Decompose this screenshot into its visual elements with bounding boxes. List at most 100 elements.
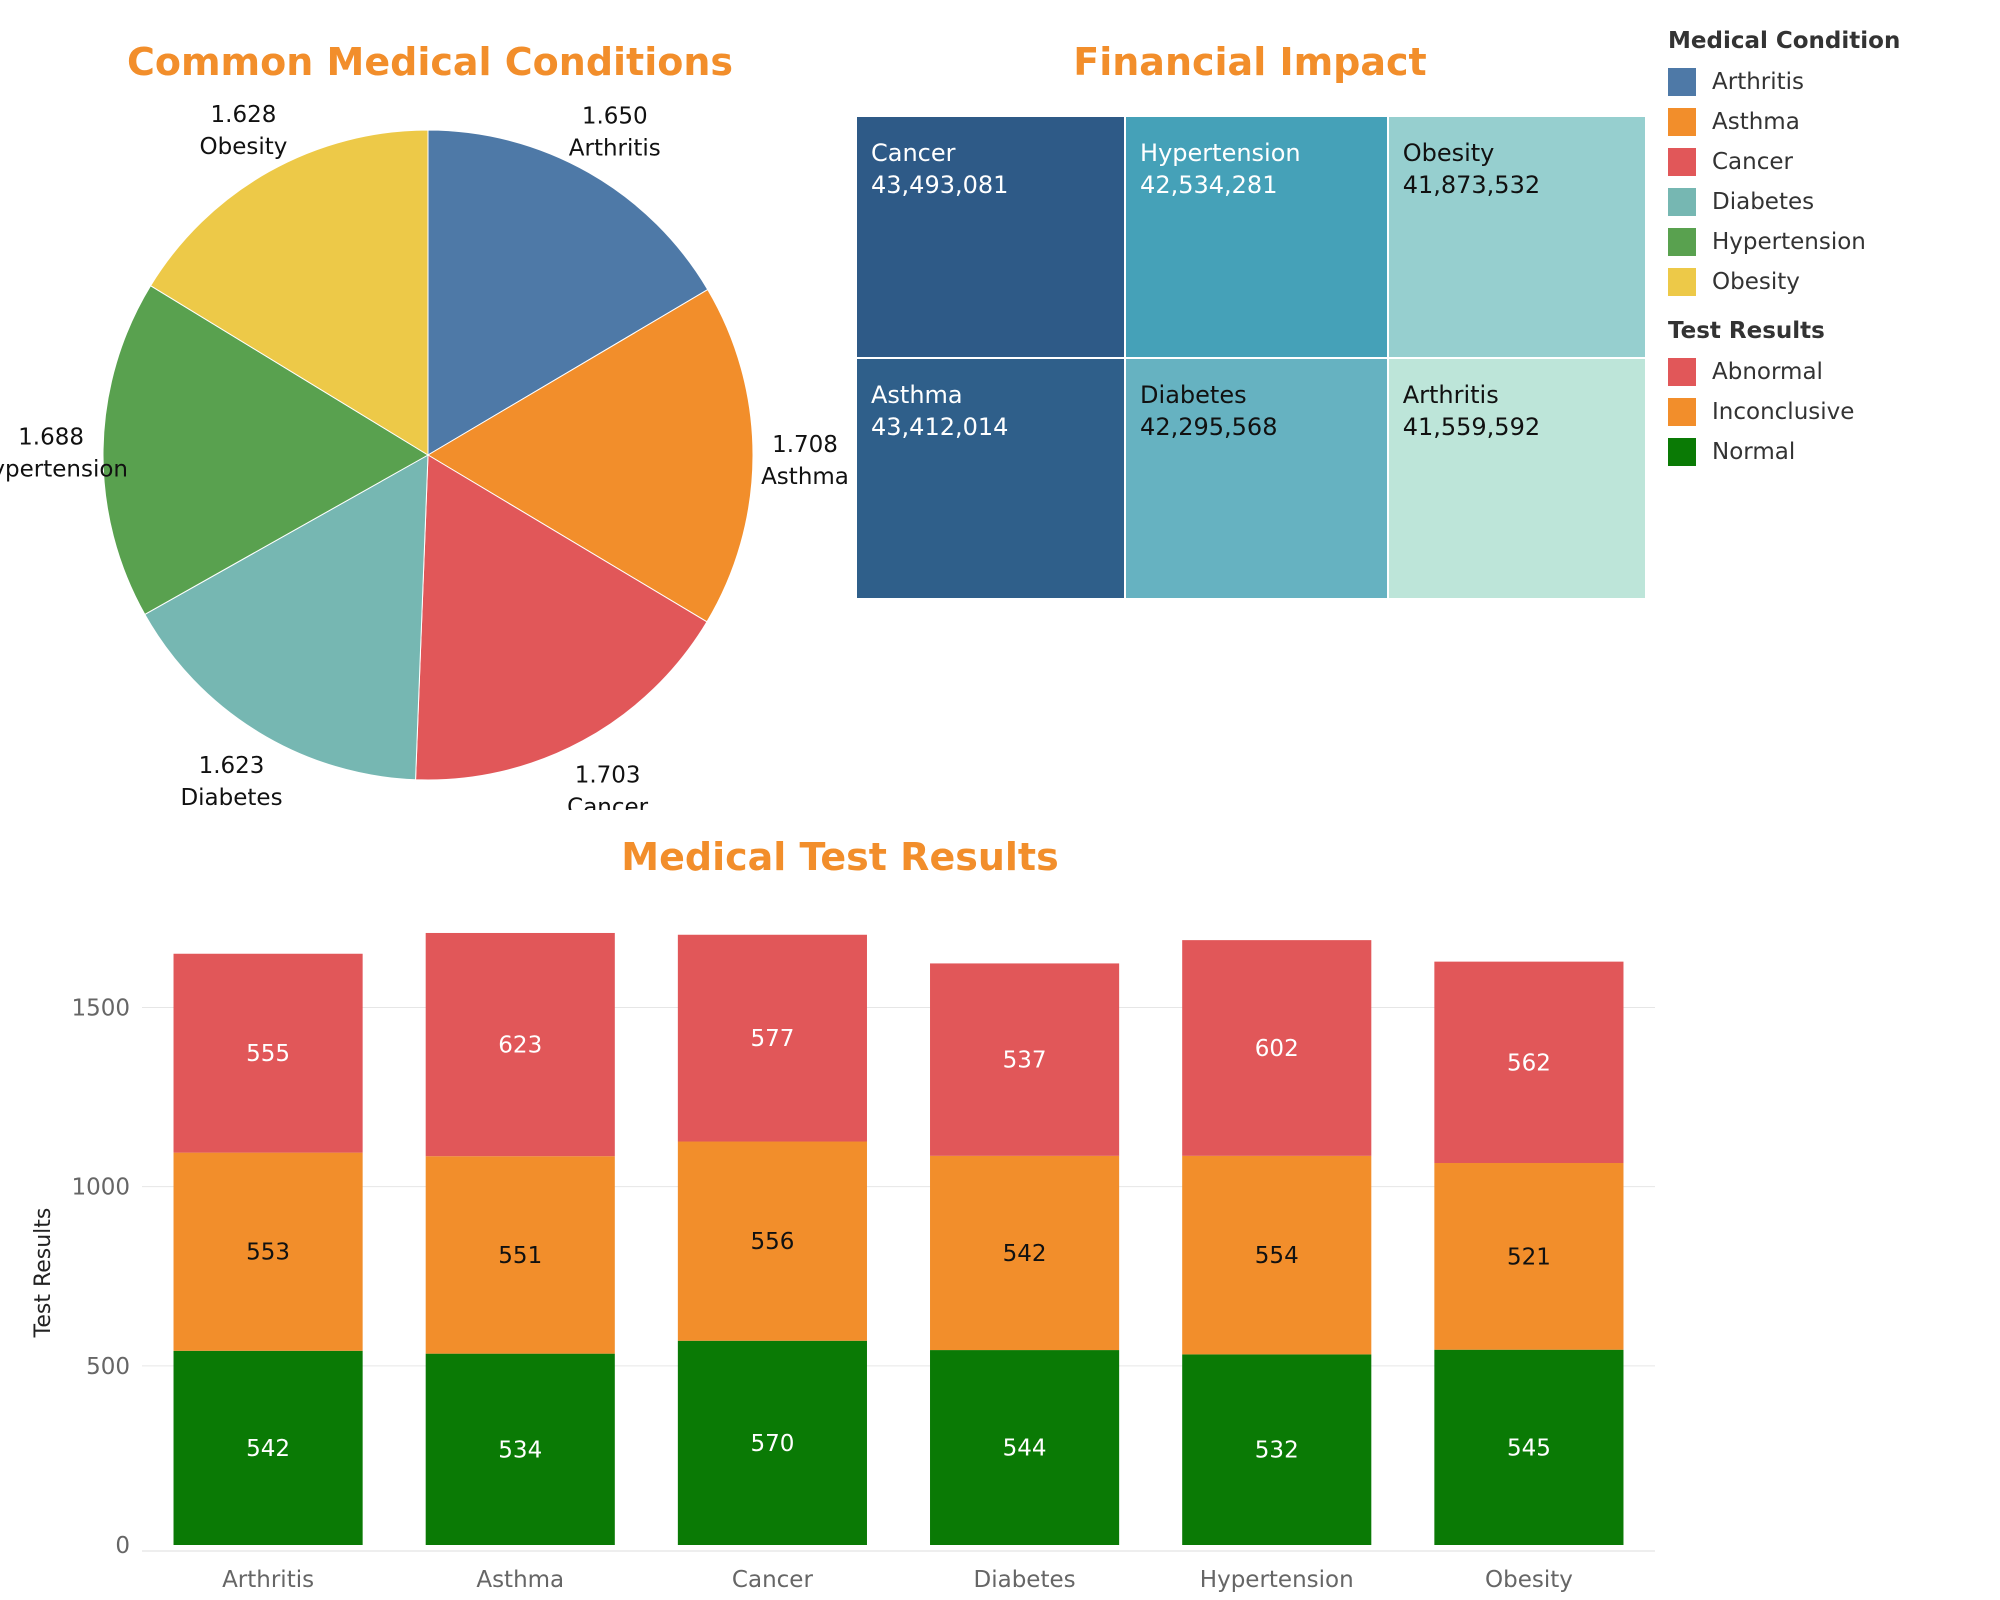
legend-title-condition: Medical Condition	[1668, 28, 1901, 54]
legend-label: Asthma	[1712, 109, 1800, 135]
legend-swatch	[1668, 188, 1696, 216]
bar-data-label: 545	[1507, 1435, 1551, 1461]
pie-slice-arthritis	[427, 129, 709, 456]
bar-data-label: 521	[1507, 1244, 1551, 1270]
x-tick-label: Hypertension	[1200, 1567, 1354, 1593]
pie-value-label: 1.688	[18, 424, 84, 450]
treemap-cell-value: 41,873,532	[1402, 171, 1541, 199]
bar-data-label: 551	[498, 1243, 542, 1269]
y-axis-label: Test Results	[31, 1208, 56, 1339]
legend-swatch	[1668, 68, 1696, 96]
pie-value-label: 1.623	[199, 753, 265, 779]
bar-segment-diabetes-normal	[930, 1350, 1120, 1545]
pie-value-label: 1.628	[211, 102, 277, 128]
bar-data-label: 544	[1003, 1436, 1047, 1462]
treemap-cell-value: 42,534,281	[1140, 171, 1278, 199]
treemap-cell-label: Asthma	[871, 380, 963, 409]
legend-label: Diabetes	[1712, 189, 1815, 215]
bar-segment-asthma-abnormal	[425, 932, 615, 1157]
legend-item-asthma[interactable]: Asthma	[1668, 102, 1988, 142]
x-tick-label: Cancer	[732, 1567, 814, 1593]
legend-item-obesity[interactable]: Obesity	[1668, 262, 1988, 302]
y-tick-label: 1500	[71, 996, 130, 1022]
bar-data-label: 542	[1003, 1241, 1047, 1267]
treemap-cell-value: 43,412,014	[871, 412, 1009, 441]
treemap-cell-label: Cancer	[871, 139, 956, 167]
pie-slice-asthma	[427, 288, 754, 623]
legend-label: Cancer	[1712, 149, 1793, 175]
treemap-cell-label: Diabetes	[1140, 381, 1247, 410]
bar-segment-arthritis-abnormal	[173, 953, 363, 1153]
pie-slice-obesity	[149, 129, 429, 456]
bar-segment-cancer-abnormal	[677, 934, 867, 1142]
treemap-title: Financial Impact	[1073, 40, 1427, 84]
bar-chart-title: Medical Test Results	[621, 835, 1059, 879]
bar-data-label: 554	[1255, 1243, 1299, 1269]
bar-segment-obesity-inconclusive	[1434, 1163, 1624, 1350]
bar-data-label: 542	[246, 1436, 290, 1462]
bar-segment-hypertension-inconclusive	[1182, 1155, 1372, 1355]
legend-label: Arthritis	[1712, 69, 1805, 95]
legend-test-results: Test Results Abnormal Inconclusive Normal	[1668, 318, 1988, 472]
pie-slice-cancer	[415, 454, 708, 781]
bar-chart: 0 500 1000 1500 Test Results 542 553 555 Arthrit…	[31, 932, 1655, 1593]
pie-label-cancer: 1.703 Cancer	[567, 762, 649, 810]
treemap-cell-value: 41,559,592	[1402, 413, 1541, 442]
bar-data-label: 537	[1003, 1048, 1047, 1074]
treemap-cell-value: 42,295,568	[1140, 413, 1278, 442]
legend-item-inconclusive[interactable]: Inconclusive	[1668, 392, 1988, 432]
x-tick-label: Obesity	[1485, 1567, 1573, 1593]
legend-item-abnormal[interactable]: Abnormal	[1668, 352, 1988, 392]
pie-category-label: Asthma	[761, 464, 849, 490]
legend-item-arthritis[interactable]: Arthritis	[1668, 62, 1988, 102]
pie-category-label: Diabetes	[180, 785, 282, 810]
bar-segment-cancer-inconclusive	[677, 1141, 867, 1341]
treemap-cell-hypertension: Hypertension 42,534,281	[1126, 117, 1389, 360]
treemap-cell-label: Obesity	[1402, 139, 1495, 167]
pie-slice-hypertension	[102, 285, 429, 616]
legend-item-cancer[interactable]: Cancer	[1668, 142, 1988, 182]
legend-swatch	[1668, 268, 1696, 296]
pie-label-asthma: 1.708 Asthma	[761, 432, 849, 490]
bar-data-label: 577	[750, 1026, 794, 1052]
legend-swatch	[1668, 228, 1696, 256]
legend: Medical Condition Arthritis Asthma Cancer D…	[1668, 28, 1988, 488]
bar-data-label: 553	[246, 1240, 290, 1266]
legend-label: Hypertension	[1712, 229, 1866, 255]
legend-item-hypertension[interactable]: Hypertension	[1668, 222, 1988, 262]
legend-medical-condition: Medical Condition Arthritis Asthma Cancer D…	[1668, 28, 1988, 302]
pie-label-diabetes: 1.623 Diabetes	[180, 753, 282, 810]
y-tick-label: 500	[86, 1354, 130, 1380]
treemap-cell-label: Arthritis	[1402, 381, 1499, 410]
treemap-cell-diabetes: Diabetes 42,295,568	[1126, 359, 1389, 600]
treemap-cell-arthritis: Arthritis 41,559,592	[1388, 359, 1647, 600]
pie-chart-title: Common Medical Conditions	[126, 40, 734, 84]
bar-segment-asthma-normal	[425, 1353, 615, 1545]
treemap-cell-cancer: Cancer 43,493,081	[857, 117, 1127, 359]
y-tick-label: 0	[115, 1533, 130, 1559]
legend-swatch	[1668, 148, 1696, 176]
pie-value-label: 1.703	[575, 762, 641, 788]
legend-label: Obesity	[1712, 269, 1800, 295]
pie-category-label: Cancer	[567, 794, 649, 810]
x-tick-label: Arthritis	[222, 1567, 314, 1593]
treemap-cell-obesity: Obesity 41,873,532	[1388, 117, 1647, 360]
bar-segment-diabetes-inconclusive	[930, 1155, 1120, 1351]
bar-data-label: 602	[1255, 1036, 1299, 1062]
legend-label: Normal	[1712, 439, 1796, 465]
bar-segment-diabetes-abnormal	[930, 963, 1120, 1156]
bar-data-label: 562	[1507, 1050, 1551, 1076]
bar-segment-obesity-abnormal	[1434, 961, 1624, 1164]
x-tick-label: Diabetes	[974, 1567, 1076, 1593]
bar-segment-hypertension-normal	[1182, 1354, 1372, 1545]
pie-label-obesity: 1.628 Obesity	[200, 102, 288, 160]
legend-item-normal[interactable]: Normal	[1668, 432, 1988, 472]
pie-category-label: Arthritis	[569, 136, 661, 162]
legend-item-diabetes[interactable]: Diabetes	[1668, 182, 1988, 222]
treemap-cell-label: Hypertension	[1140, 139, 1301, 167]
pie-category-label: Hypertension	[0, 456, 128, 482]
legend-swatch	[1668, 108, 1696, 136]
bar-segment-hypertension-abnormal	[1182, 940, 1372, 1156]
bar-segment-cancer-normal	[677, 1340, 867, 1545]
legend-title-results: Test Results	[1668, 318, 1825, 344]
